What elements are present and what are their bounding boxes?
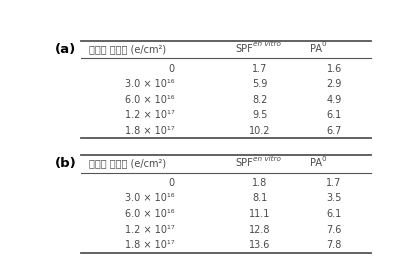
- Text: 0: 0: [168, 178, 175, 188]
- Text: SPF: SPF: [236, 158, 253, 168]
- Text: 전자선 조사량 (e/cm²): 전자선 조사량 (e/cm²): [89, 44, 166, 54]
- Text: 1.7: 1.7: [327, 178, 342, 188]
- Text: 6.0 × 10¹⁶: 6.0 × 10¹⁶: [125, 209, 175, 219]
- Text: 7.6: 7.6: [327, 225, 342, 235]
- Text: 1.6: 1.6: [327, 63, 342, 73]
- Text: 11.1: 11.1: [249, 209, 271, 219]
- Text: 4.9: 4.9: [327, 95, 342, 105]
- Text: 1.8 × 10¹⁷: 1.8 × 10¹⁷: [125, 126, 175, 136]
- Text: 0: 0: [168, 63, 175, 73]
- Text: (b): (b): [55, 157, 77, 170]
- Text: 5.9: 5.9: [252, 79, 267, 89]
- Text: PA: PA: [310, 158, 322, 168]
- Text: 1.2 × 10¹⁷: 1.2 × 10¹⁷: [125, 225, 175, 235]
- Text: 전자선 조사량 (e/cm²): 전자선 조사량 (e/cm²): [89, 158, 166, 168]
- Text: PA: PA: [310, 44, 322, 54]
- Text: SPF: SPF: [236, 44, 253, 54]
- Text: 1.8: 1.8: [253, 178, 267, 188]
- Text: 1.8 × 10¹⁷: 1.8 × 10¹⁷: [125, 240, 175, 250]
- Text: en vitro: en vitro: [253, 156, 280, 162]
- Text: 8.2: 8.2: [252, 95, 267, 105]
- Text: 6.1: 6.1: [327, 110, 342, 120]
- Text: (a): (a): [55, 43, 77, 56]
- Text: 12.8: 12.8: [249, 225, 271, 235]
- Text: 6.1: 6.1: [327, 209, 342, 219]
- Text: 13.6: 13.6: [249, 240, 271, 250]
- Text: 3.0 × 10¹⁶: 3.0 × 10¹⁶: [125, 194, 175, 204]
- Text: 6.7: 6.7: [327, 126, 342, 136]
- Text: 7.8: 7.8: [327, 240, 342, 250]
- Text: 8.1: 8.1: [253, 194, 267, 204]
- Text: 2.9: 2.9: [327, 79, 342, 89]
- Text: 0: 0: [322, 156, 327, 162]
- Text: en vitro: en vitro: [253, 41, 280, 47]
- Text: 1.2 × 10¹⁷: 1.2 × 10¹⁷: [125, 110, 175, 120]
- Text: 3.5: 3.5: [327, 194, 342, 204]
- Text: 1.7: 1.7: [252, 63, 267, 73]
- Text: 10.2: 10.2: [249, 126, 271, 136]
- Text: 9.5: 9.5: [252, 110, 267, 120]
- Text: 3.0 × 10¹⁶: 3.0 × 10¹⁶: [125, 79, 175, 89]
- Text: 0: 0: [322, 41, 327, 47]
- Text: 6.0 × 10¹⁶: 6.0 × 10¹⁶: [125, 95, 175, 105]
